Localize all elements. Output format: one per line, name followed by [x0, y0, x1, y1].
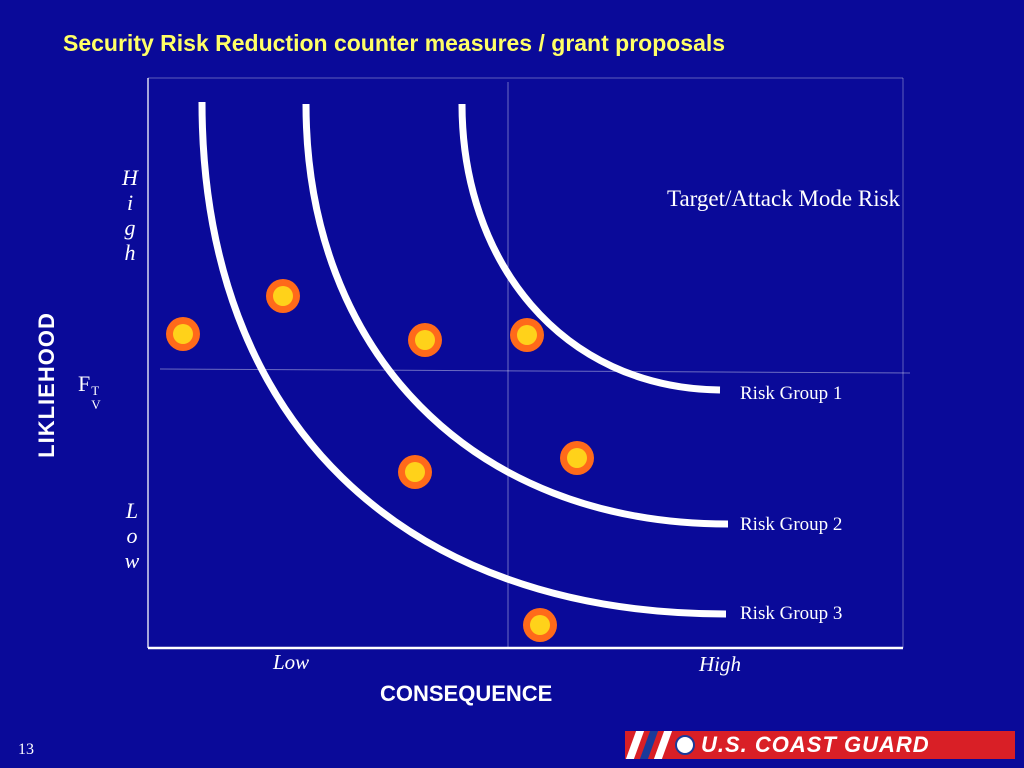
- risk-group-2-curve: [302, 103, 729, 528]
- risk-group-1-label: Risk Group 1: [740, 383, 843, 404]
- x-high-label: High: [699, 652, 741, 676]
- marker-5: [560, 441, 594, 475]
- threshold-sub: V: [91, 397, 101, 412]
- risk-group-3-curve: [198, 101, 727, 618]
- marker-6: [398, 455, 432, 489]
- logo-text: U.S. COAST GUARD: [701, 732, 930, 757]
- page-title: Security Risk Reduction counter measures…: [63, 30, 726, 56]
- y-low-letter: L: [125, 498, 139, 523]
- threshold-base: F: [78, 371, 91, 396]
- logo-stripe: [653, 731, 673, 759]
- risk-group-1-curve: [458, 103, 721, 394]
- marker-2: [266, 279, 300, 313]
- threshold-sup: T: [91, 383, 100, 398]
- y-high-letter: g: [124, 215, 136, 240]
- risk-group-2-label: Risk Group 2: [740, 514, 843, 535]
- risk-group-3-label: Risk Group 3: [740, 603, 843, 624]
- y-high-letter: i: [126, 190, 134, 215]
- slide-number: 13: [18, 741, 34, 758]
- y-high-label: H i g h: [110, 165, 150, 265]
- y-high-letter: H: [122, 165, 138, 190]
- marker-3: [408, 323, 442, 357]
- x-low-label: Low: [273, 650, 310, 674]
- horizontal-divider: [159, 368, 911, 374]
- marker-1: [166, 317, 200, 351]
- coast-guard-logo: U.S. COAST GUARD: [625, 731, 1015, 759]
- y-high-letter: h: [124, 240, 136, 265]
- y-low-letter: w: [124, 548, 140, 573]
- seal-icon: [675, 735, 695, 755]
- x-axis-label: CONSEQUENCE: [380, 681, 553, 706]
- region-label: Target/Attack Mode Risk: [667, 186, 901, 211]
- marker-4: [510, 318, 544, 352]
- y-low-letter: o: [126, 523, 138, 548]
- y-axis-label: LIKLIEHOOD: [34, 312, 59, 458]
- marker-7: [523, 608, 557, 642]
- y-low-label: L o w: [112, 498, 152, 573]
